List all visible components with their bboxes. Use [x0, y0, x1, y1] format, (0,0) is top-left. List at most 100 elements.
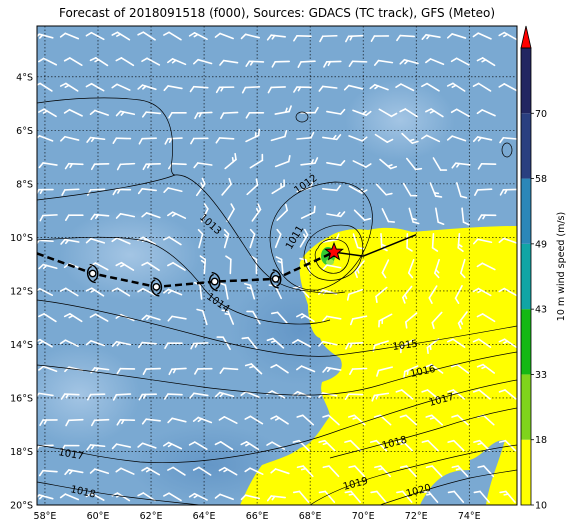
wind-barb: [499, 490, 516, 503]
wind-barb: [477, 214, 497, 221]
wind-barb-flag: [322, 315, 328, 322]
wind-barb-shaft: [326, 213, 342, 218]
wind-barb: [434, 258, 440, 279]
wind-barb: [39, 214, 58, 222]
wind-barb-flag: [219, 282, 227, 286]
wind-barb-flag: [261, 153, 264, 162]
wind-barb: [425, 58, 445, 66]
wind-barb-shaft: [141, 137, 157, 140]
wind-barb-flag: [396, 490, 404, 494]
wind-barb-shaft: [274, 468, 290, 475]
wind-barb-shaft: [171, 367, 187, 370]
wind-barb: [65, 214, 84, 221]
wind-barb-shaft: [249, 233, 256, 249]
wind-barb-shaft: [171, 162, 187, 166]
wind-barb-shaft: [68, 57, 83, 67]
wind-barb: [472, 287, 492, 297]
wind-barb: [450, 108, 470, 118]
wind-barb: [375, 286, 388, 304]
wind-barb: [216, 336, 231, 351]
wind-barb-flag: [472, 287, 480, 293]
wind-barb: [425, 465, 443, 478]
wind-barb: [59, 287, 79, 297]
wind-barb-shaft: [226, 208, 235, 223]
wind-barb-flag: [249, 228, 256, 235]
wind-barb-shaft: [247, 336, 258, 350]
wind-barb: [451, 414, 469, 426]
wind-barb-flag: [141, 314, 148, 321]
wind-barb-flag: [365, 110, 372, 117]
wind-barb-shaft: [353, 414, 366, 426]
wind-barb: [353, 209, 372, 221]
wind-barb-shaft: [401, 439, 413, 452]
wind-barb-shaft: [460, 258, 466, 274]
wind-barb-flag: [360, 189, 368, 194]
isobar-1012: [269, 181, 373, 291]
map-title: Forecast of 2018091518 (f000), Sources: …: [58, 6, 496, 20]
wind-barb: [163, 236, 182, 246]
wind-barb: [246, 178, 259, 196]
wind-barb-shaft: [43, 313, 57, 323]
wind-barb-flag: [141, 111, 148, 118]
wind-barb-shaft: [477, 287, 492, 297]
wind-barb: [59, 32, 80, 40]
wind-barb: [319, 34, 338, 43]
wind-barb: [345, 34, 364, 43]
wind-barb: [431, 233, 439, 252]
wind-barb-shaft: [42, 162, 58, 166]
wind-barb: [461, 207, 470, 226]
wind-barb-flag: [199, 255, 207, 261]
wind-barb-flag: [498, 287, 506, 293]
wind-barb: [395, 83, 415, 92]
wind-barb-shaft: [145, 418, 161, 422]
wind-barb: [112, 137, 132, 144]
wind-barb-shaft: [326, 161, 342, 167]
wind-barb-shaft: [64, 135, 80, 141]
wind-barb-flag: [450, 57, 458, 63]
wind-barb: [245, 128, 261, 143]
wind-barb-flag: [254, 132, 257, 138]
wind-barb-flag: [476, 262, 484, 268]
wind-barb-flag: [271, 311, 279, 315]
wind-barb-shaft: [250, 363, 263, 375]
wind-barb-flag: [164, 137, 169, 145]
wind-barb: [189, 85, 209, 93]
isobar-1013-north: [37, 97, 176, 176]
wind-barb-flag: [322, 465, 330, 469]
colorbar-frame: [520, 47, 532, 506]
current-position-star: [324, 241, 344, 261]
wind-barb-flag: [42, 264, 48, 270]
wind-barb-flag: [498, 439, 507, 443]
wind-barb: [322, 134, 342, 141]
wind-barb: [199, 255, 207, 275]
wind-barb-flag: [450, 108, 458, 114]
wind-barb-flag: [339, 211, 346, 218]
wind-barb-flag: [244, 363, 253, 367]
wind-barb: [214, 493, 234, 501]
wind-barb: [270, 130, 288, 142]
wind-barb-shaft: [353, 209, 366, 221]
wind-barb-flag: [115, 110, 122, 117]
wind-barb-flag: [87, 189, 92, 196]
wind-barb-flag: [64, 84, 70, 88]
wind-barb: [60, 135, 80, 142]
wind-barb-flag: [244, 415, 252, 420]
wind-barb-flag: [240, 494, 247, 501]
isobar-1017: [37, 379, 517, 464]
wind-barb-shaft: [89, 188, 106, 191]
wind-barb: [446, 135, 467, 142]
wind-barb-shaft: [199, 284, 203, 300]
wind-barb: [300, 205, 316, 219]
wind-barb: [498, 31, 517, 41]
wind-barb: [352, 109, 372, 117]
wind-barb-shaft: [142, 236, 157, 246]
wind-barb: [111, 340, 132, 347]
wind-barb-flag: [380, 243, 387, 247]
wind-barb-flag: [234, 152, 237, 161]
wind-barb-flag: [137, 287, 144, 293]
wind-barb-flag: [477, 214, 483, 221]
wind-barb: [346, 288, 364, 301]
lat-tick-label: 6°S: [16, 126, 33, 137]
wind-barb-flag: [472, 389, 480, 393]
wind-barb-flag: [188, 441, 196, 446]
